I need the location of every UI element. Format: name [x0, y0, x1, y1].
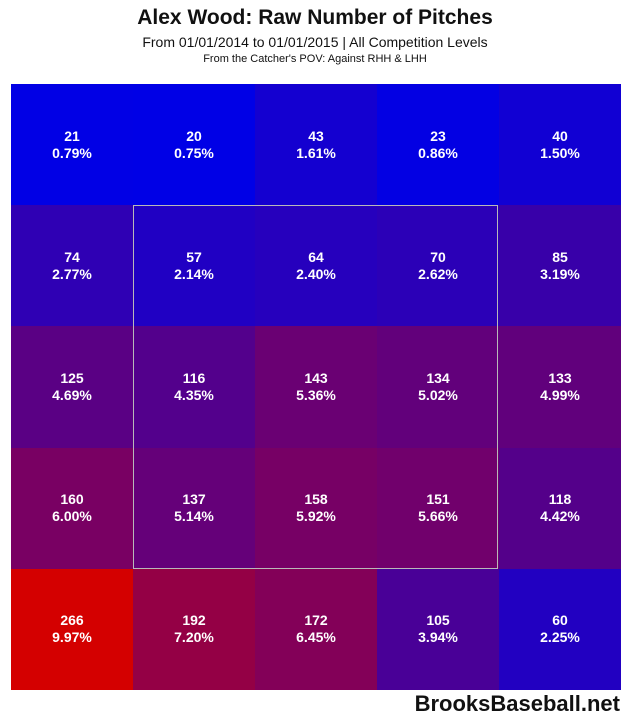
cell-count: 192: [182, 612, 206, 629]
heatmap-cell: 137 5.14%: [133, 447, 255, 569]
cell-count: 125: [60, 369, 84, 386]
heatmap-cell: 64 2.40%: [255, 205, 377, 327]
heatmap-cell: 70 2.62%: [377, 205, 499, 327]
cell-count: 21: [64, 127, 80, 144]
heatmap-cell: 43 1.61%: [255, 84, 377, 206]
heatmap-cell: 143 5.36%: [255, 326, 377, 448]
heatmap-cell: 57 2.14%: [133, 205, 255, 327]
heatmap-cell: 116 4.35%: [133, 326, 255, 448]
cell-count: 118: [548, 491, 572, 508]
heatmap-cell: 21 0.79%: [11, 84, 133, 206]
cell-count: 134: [426, 369, 450, 386]
cell-percent: 0.75%: [174, 144, 214, 161]
chart-subtitle: From 01/01/2014 to 01/01/2015 | All Comp…: [142, 34, 488, 50]
cell-percent: 1.61%: [296, 144, 336, 161]
cell-percent: 4.69%: [52, 386, 92, 403]
cell-percent: 4.35%: [174, 386, 214, 403]
cell-percent: 6.45%: [296, 629, 336, 646]
cell-count: 266: [60, 612, 84, 629]
cell-count: 20: [186, 127, 202, 144]
chart-title: Alex Wood: Raw Number of Pitches: [137, 6, 493, 29]
heatmap-cell: 85 3.19%: [499, 205, 621, 327]
cell-count: 43: [308, 127, 324, 144]
cell-count: 151: [426, 491, 450, 508]
cell-percent: 2.62%: [418, 265, 458, 282]
heatmap-cell: 133 4.99%: [499, 326, 621, 448]
cell-percent: 3.94%: [418, 629, 458, 646]
cell-count: 74: [64, 248, 80, 265]
heatmap-cell: 125 4.69%: [11, 326, 133, 448]
heatmap-grid: 21 0.79% 20 0.75% 43 1.61% 23 0.86% 40 1.50% 74 2.7…: [11, 84, 621, 690]
heatmap-cell: 151 5.66%: [377, 447, 499, 569]
heatmap-cell: 160 6.00%: [11, 447, 133, 569]
cell-count: 116: [182, 369, 206, 386]
cell-count: 172: [304, 612, 328, 629]
cell-count: 160: [60, 491, 84, 508]
cell-count: 158: [304, 491, 328, 508]
cell-percent: 4.42%: [540, 508, 580, 525]
heatmap-cell: 158 5.92%: [255, 447, 377, 569]
cell-count: 85: [552, 248, 568, 265]
cell-percent: 2.40%: [296, 265, 336, 282]
heatmap-cell: 118 4.42%: [499, 447, 621, 569]
cell-count: 40: [552, 127, 568, 144]
heatmap-cell: 60 2.25%: [499, 568, 621, 690]
cell-percent: 2.14%: [174, 265, 214, 282]
heatmap-cell: 266 9.97%: [11, 568, 133, 690]
cell-count: 64: [308, 248, 324, 265]
heatmap-cell: 172 6.45%: [255, 568, 377, 690]
cell-percent: 5.66%: [418, 508, 458, 525]
heatmap-cell: 105 3.94%: [377, 568, 499, 690]
cell-percent: 0.86%: [418, 144, 458, 161]
heatmap-cell: 134 5.02%: [377, 326, 499, 448]
cell-percent: 5.36%: [296, 386, 336, 403]
cell-percent: 7.20%: [174, 629, 214, 646]
cell-percent: 2.77%: [52, 265, 92, 282]
heatmap-cell: 23 0.86%: [377, 84, 499, 206]
cell-percent: 3.19%: [540, 265, 580, 282]
cell-percent: 1.50%: [540, 144, 580, 161]
cell-percent: 5.14%: [174, 508, 214, 525]
cell-percent: 4.99%: [540, 386, 580, 403]
heatmap-cell: 40 1.50%: [499, 84, 621, 206]
cell-percent: 2.25%: [540, 629, 580, 646]
cell-count: 143: [304, 369, 328, 386]
brooksbaseball-credit: BrooksBaseball.net: [414, 691, 620, 716]
cell-percent: 0.79%: [52, 144, 92, 161]
cell-count: 133: [548, 369, 572, 386]
cell-count: 70: [430, 248, 446, 265]
cell-count: 105: [426, 612, 450, 629]
cell-percent: 5.02%: [418, 386, 458, 403]
cell-count: 57: [186, 248, 202, 265]
heatmap-cell: 20 0.75%: [133, 84, 255, 206]
cell-count: 23: [430, 127, 446, 144]
cell-percent: 5.92%: [296, 508, 336, 525]
cell-count: 60: [552, 612, 568, 629]
heatmap-cell: 192 7.20%: [133, 568, 255, 690]
cell-percent: 9.97%: [52, 629, 92, 646]
chart-subtitle-pov: From the Catcher's POV: Against RHH & LH…: [203, 53, 427, 65]
cell-percent: 6.00%: [52, 508, 92, 525]
heatmap-cell: 74 2.77%: [11, 205, 133, 327]
cell-count: 137: [182, 491, 206, 508]
